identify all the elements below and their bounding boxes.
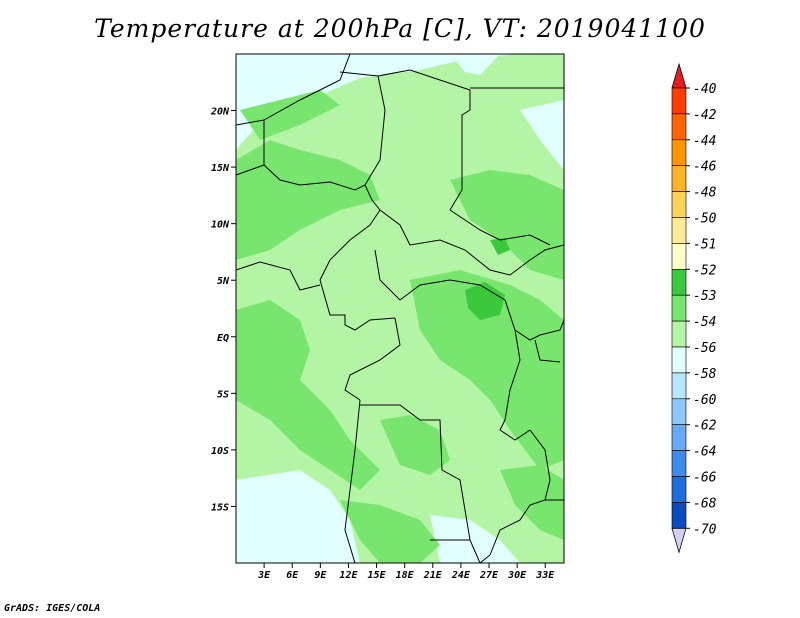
footer-credit: GrADS: IGES/COLA bbox=[4, 603, 101, 614]
colorbar-top-arrow bbox=[671, 62, 687, 89]
colorbar-label: -58 bbox=[693, 367, 717, 382]
lon-tick-label: 24E bbox=[451, 570, 471, 581]
contour-cold-northeast bbox=[520, 100, 564, 150]
colorbar-segment bbox=[671, 398, 687, 425]
border-path bbox=[479, 429, 551, 563]
colorbar-segment bbox=[671, 191, 687, 218]
lat-tick-label: 20N bbox=[210, 107, 230, 118]
lat-tick-label: EQ bbox=[217, 333, 229, 344]
border-path bbox=[364, 75, 386, 211]
colorbar-segment bbox=[671, 424, 687, 451]
border-path bbox=[263, 54, 351, 121]
border-path bbox=[504, 299, 564, 341]
border-path bbox=[339, 69, 471, 211]
colorbar-label: -66 bbox=[693, 471, 717, 486]
colorbar-label: -53 bbox=[693, 289, 716, 304]
colorbar-label: -62 bbox=[693, 419, 717, 434]
colorbar-label: -51 bbox=[693, 237, 716, 252]
lon-tick-label: 6E bbox=[286, 570, 299, 581]
longitude-axis: 3E 6E 9E 12E 15E 18E 21E 24E 27E 30E 33E bbox=[257, 563, 555, 581]
lon-tick-label: 21E bbox=[423, 570, 443, 581]
latitude-axis: 20N 15N 10N 5N EQ 5S 10S 15S bbox=[210, 107, 236, 513]
colorbar-segment bbox=[671, 476, 687, 503]
contour-cold-south bbox=[430, 515, 520, 563]
contour-green-west bbox=[236, 300, 380, 490]
lat-tick-label: 5S bbox=[217, 389, 229, 400]
colorbar-segment bbox=[671, 165, 687, 192]
lat-tick-label: 15N bbox=[211, 163, 230, 174]
contour-green-sahel bbox=[236, 140, 380, 260]
contour-green-northeast bbox=[450, 170, 564, 280]
border-path bbox=[236, 261, 321, 291]
colorbar-label: -42 bbox=[693, 108, 717, 123]
colorbar-segment bbox=[671, 450, 687, 477]
colorbar-label: -50 bbox=[693, 212, 717, 227]
colorbar-label: -46 bbox=[693, 160, 717, 175]
lon-tick-label: 27E bbox=[479, 570, 499, 581]
colorbar-segment bbox=[671, 87, 687, 115]
lon-tick-label: 3E bbox=[257, 570, 271, 581]
colorbar-bottom-arrow bbox=[671, 527, 687, 554]
lon-tick-label: 18E bbox=[396, 570, 415, 581]
colorbar-label: -52 bbox=[693, 263, 717, 278]
colorbar-label: -56 bbox=[693, 341, 717, 356]
lat-tick-label: 10S bbox=[211, 446, 229, 457]
border-path bbox=[344, 317, 401, 401]
border-path bbox=[344, 399, 361, 563]
colorbar-label: -54 bbox=[693, 315, 716, 330]
border-path bbox=[263, 164, 366, 191]
colorbar-label: -60 bbox=[693, 393, 717, 408]
colorbar-label: -70 bbox=[693, 522, 717, 537]
lat-tick-label: 5N bbox=[217, 276, 230, 287]
colorbar-segment bbox=[671, 243, 687, 270]
border-path bbox=[374, 249, 506, 301]
contour-green-east bbox=[410, 270, 564, 470]
contour-cold-north bbox=[450, 54, 500, 75]
lon-tick-label: 12E bbox=[339, 570, 358, 581]
country-borders bbox=[236, 54, 564, 563]
lat-tick-label: 10N bbox=[211, 220, 230, 231]
map-frame bbox=[235, 53, 565, 564]
colorbar-label: -68 bbox=[693, 496, 717, 511]
contour-green-central bbox=[380, 415, 450, 475]
colorbar: -40 -42 -44 -46 -48 -50 -51 -52 -53 -54 -56 -58 -60 -… bbox=[671, 62, 717, 554]
contour-dark-green-east bbox=[490, 238, 510, 255]
chart-title: Temperature at 200hPa [C], VT: 201904110… bbox=[94, 14, 706, 43]
border-path bbox=[499, 329, 531, 441]
border-path bbox=[379, 209, 564, 276]
border-path bbox=[449, 209, 551, 246]
border-path bbox=[360, 404, 481, 563]
colorbar-segment bbox=[671, 217, 687, 244]
contour-green-southeast bbox=[500, 465, 564, 540]
contour-green-north bbox=[240, 90, 340, 140]
lon-tick-label: 33E bbox=[535, 570, 555, 581]
colorbar-segment bbox=[671, 346, 687, 374]
lon-tick-label: 30E bbox=[507, 570, 527, 581]
lon-tick-label: 15E bbox=[368, 570, 387, 581]
colorbar-segment bbox=[671, 268, 687, 296]
border-path bbox=[534, 339, 561, 363]
contour-green-southwest bbox=[340, 500, 440, 563]
colorbar-label: -64 bbox=[693, 445, 716, 460]
map-field bbox=[236, 54, 564, 563]
colorbar-label: -40 bbox=[693, 82, 717, 97]
border-path bbox=[236, 119, 265, 126]
colorbar-segment bbox=[671, 139, 687, 167]
colorbar-segment bbox=[671, 372, 687, 400]
colorbar-segment bbox=[671, 294, 687, 322]
contour-dark-green-core bbox=[465, 282, 505, 320]
contour-cold-northwest bbox=[236, 54, 350, 130]
colorbar-segment bbox=[671, 502, 687, 529]
colorbar-label: -48 bbox=[693, 186, 717, 201]
border-path bbox=[319, 209, 381, 281]
colorbar-segment bbox=[671, 320, 687, 348]
colorbar-segment bbox=[671, 113, 687, 141]
border-path bbox=[319, 279, 396, 331]
lon-tick-label: 9E bbox=[314, 570, 327, 581]
colorbar-label: -44 bbox=[693, 134, 716, 149]
contour-cold-southwest bbox=[236, 470, 360, 563]
lat-tick-label: 15S bbox=[211, 502, 229, 513]
